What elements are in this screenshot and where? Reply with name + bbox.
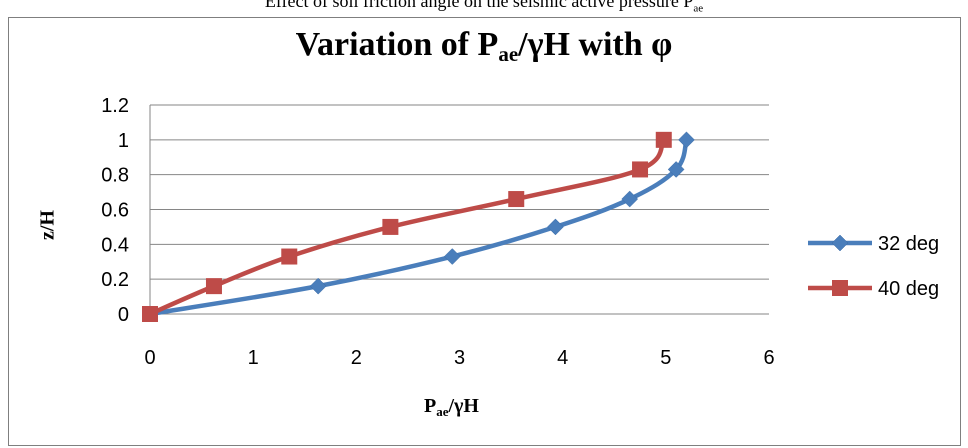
x-tick-label: 6 — [763, 347, 774, 369]
legend-label-0: 32 deg — [878, 233, 939, 255]
legend-marker-0 — [831, 234, 849, 252]
figure-caption: Effect of soil friction angle on the sei… — [264, 0, 704, 15]
y-tick-label: 1 — [118, 130, 129, 152]
x-tick-label: 4 — [557, 347, 568, 369]
legend-marker-1 — [832, 280, 848, 296]
data-point-series-1 — [632, 161, 649, 178]
y-tick-label: 0 — [118, 304, 129, 326]
data-point-series-0 — [309, 277, 327, 295]
y-tick-label: 0.6 — [101, 200, 129, 222]
data-point-series-0 — [621, 190, 639, 208]
data-point-series-1 — [205, 278, 222, 295]
x-tick-label: 1 — [248, 347, 259, 369]
y-tick-label: 0.8 — [101, 165, 129, 187]
data-point-series-0 — [667, 161, 685, 178]
chart-frame — [8, 17, 961, 446]
series-line-1 — [149, 138, 666, 317]
x-tick-label: 5 — [660, 347, 671, 369]
legend-label-1: 40 deg — [878, 278, 939, 300]
x-tick-label: 0 — [144, 347, 155, 369]
data-point-series-0 — [678, 131, 695, 149]
data-point-series-1 — [281, 248, 298, 265]
data-point-series-1 — [655, 131, 672, 148]
data-point-series-1 — [142, 306, 158, 322]
chart-title: Variation of Pae/γH with φ — [295, 26, 673, 66]
x-tick-label: 3 — [454, 347, 465, 369]
series-line-0 — [149, 139, 689, 317]
data-point-series-0 — [443, 248, 461, 265]
y-tick-label: 0.4 — [101, 234, 129, 256]
data-point-series-1 — [508, 191, 525, 208]
data-point-series-1 — [382, 218, 399, 235]
y-tick-label: 1.2 — [101, 95, 129, 117]
x-tick-label: 2 — [351, 347, 362, 369]
data-point-series-0 — [547, 218, 564, 236]
y-tick-label: 0.2 — [101, 269, 129, 291]
